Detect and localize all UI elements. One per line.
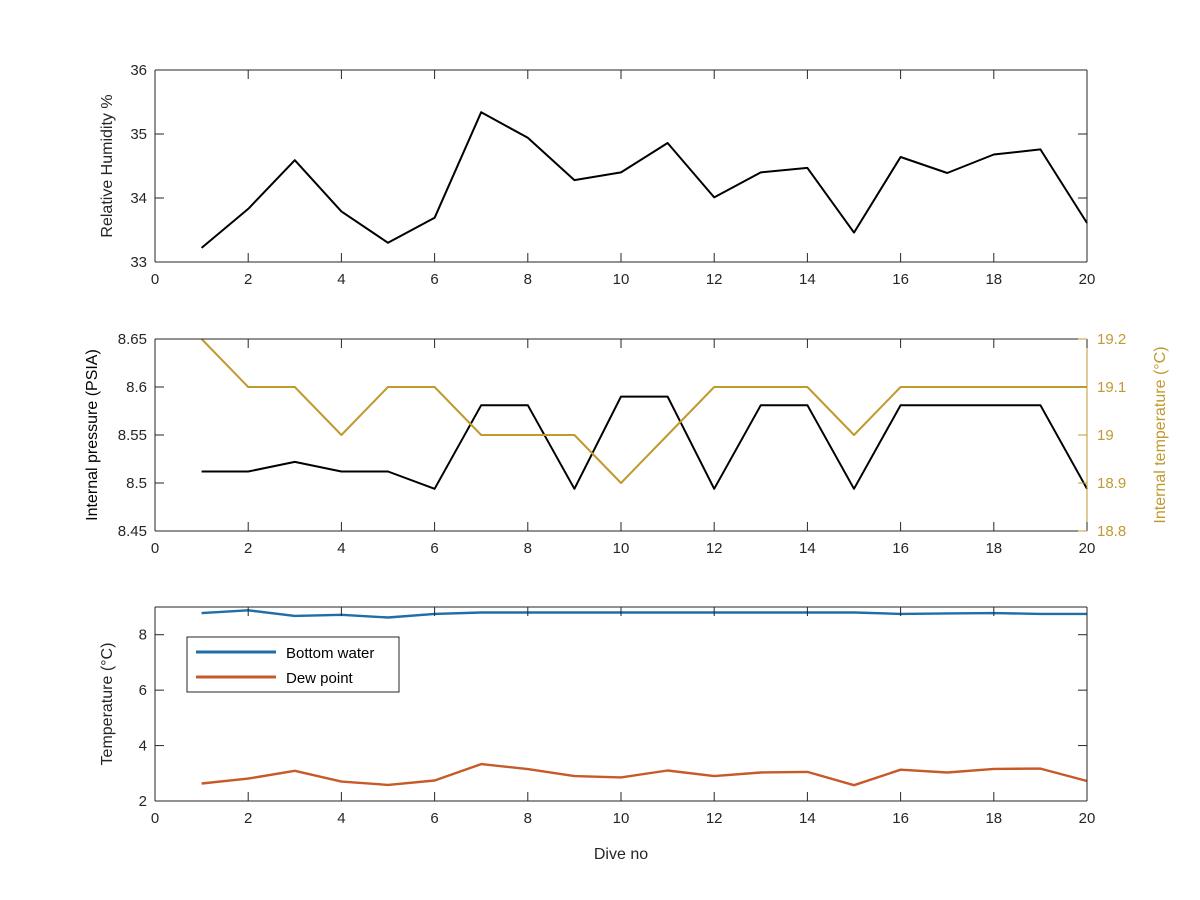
y-tick-label: 34 (130, 190, 147, 207)
x-tick-label: 8 (524, 540, 532, 557)
y-tick-label: 33 (130, 254, 147, 271)
x-tick-label: 4 (337, 810, 345, 827)
y-tick-label: 2 (139, 793, 147, 810)
x-tick-label: 8 (524, 271, 532, 288)
x-tick-label: 6 (430, 271, 438, 288)
series-line-bottom-water (201, 609, 1087, 619)
y-axis-label: Temperature (°C) (99, 643, 116, 766)
y-tick-label: 8.65 (118, 331, 147, 348)
x-tick-label: 20 (1079, 271, 1096, 288)
y-tick-label: 8.6 (126, 379, 147, 396)
x-tick-label: 16 (892, 810, 909, 827)
x-tick-label: 14 (799, 271, 816, 288)
x-axis-label: Dive no (594, 846, 648, 863)
y-tick-label: 4 (139, 738, 147, 755)
x-tick-label: 4 (337, 271, 345, 288)
x-tick-label: 12 (706, 810, 723, 827)
x-tick-label: 14 (799, 540, 816, 557)
y-tick-label: 6 (139, 682, 147, 699)
x-tick-label: 4 (337, 540, 345, 557)
y-tick-label: 35 (130, 126, 147, 143)
y2-tick-label: 19 (1097, 427, 1114, 444)
x-tick-label: 20 (1079, 810, 1096, 827)
x-tick-label: 0 (151, 540, 159, 557)
y-tick-label: 8 (139, 627, 147, 644)
y-tick-label: 36 (130, 62, 147, 79)
y-tick-label: 8.5 (126, 475, 147, 492)
x-tick-label: 14 (799, 810, 816, 827)
y2-tick-label: 18.9 (1097, 475, 1126, 492)
x-tick-label: 0 (151, 810, 159, 827)
y2-tick-label: 19.2 (1097, 331, 1126, 348)
x-tick-label: 2 (244, 540, 252, 557)
x-tick-label: 2 (244, 271, 252, 288)
x-tick-label: 6 (430, 810, 438, 827)
y2-axis-label: Internal temperature (°C) (1152, 346, 1169, 523)
x-tick-label: 10 (613, 810, 630, 827)
series-line-dew-point (201, 762, 1088, 787)
x-tick-label: 0 (151, 271, 159, 288)
x-tick-label: 10 (613, 271, 630, 288)
x-tick-label: 10 (613, 540, 630, 557)
x-tick-label: 8 (524, 810, 532, 827)
legend-box (186, 636, 400, 693)
legend: Bottom water Dew point (186, 636, 400, 693)
chart-panel-1: 0 2 4 6 8 10 12 14 16 18 20 33 34 35 36 Relative Humidi… (99, 62, 1095, 288)
legend-label: Dew point (286, 670, 354, 687)
chart-panel-2: 0 2 4 6 8 10 12 14 16 18 20 8.45 8.5 8.55 8.6 8.65 18.8 1… (84, 331, 1169, 557)
legend-label: Bottom water (286, 645, 374, 662)
series-line-left-0 (201, 395, 1088, 490)
x-tick-label: 18 (985, 540, 1002, 557)
y-tick-label: 8.45 (118, 523, 147, 540)
plot-area (155, 70, 1087, 262)
x-tick-label: 6 (430, 540, 438, 557)
series-line-right-1 (200, 338, 1087, 484)
x-tick-label: 16 (892, 271, 909, 288)
y-tick-label: 8.55 (118, 427, 147, 444)
y-axis-label: Internal pressure (PSIA) (84, 349, 101, 521)
x-tick-label: 18 (985, 271, 1002, 288)
series-line-main-0 (200, 111, 1088, 249)
y2-tick-label: 18.8 (1097, 523, 1126, 540)
x-tick-label: 2 (244, 810, 252, 827)
x-tick-label: 18 (985, 810, 1002, 827)
plot-area (155, 339, 1087, 531)
x-tick-label: 12 (706, 540, 723, 557)
y2-tick-label: 19.1 (1097, 379, 1126, 396)
x-tick-label: 20 (1079, 540, 1096, 557)
x-tick-label: 16 (892, 540, 909, 557)
y-axis-label: Relative Humidity % (99, 94, 116, 237)
x-tick-label: 12 (706, 271, 723, 288)
